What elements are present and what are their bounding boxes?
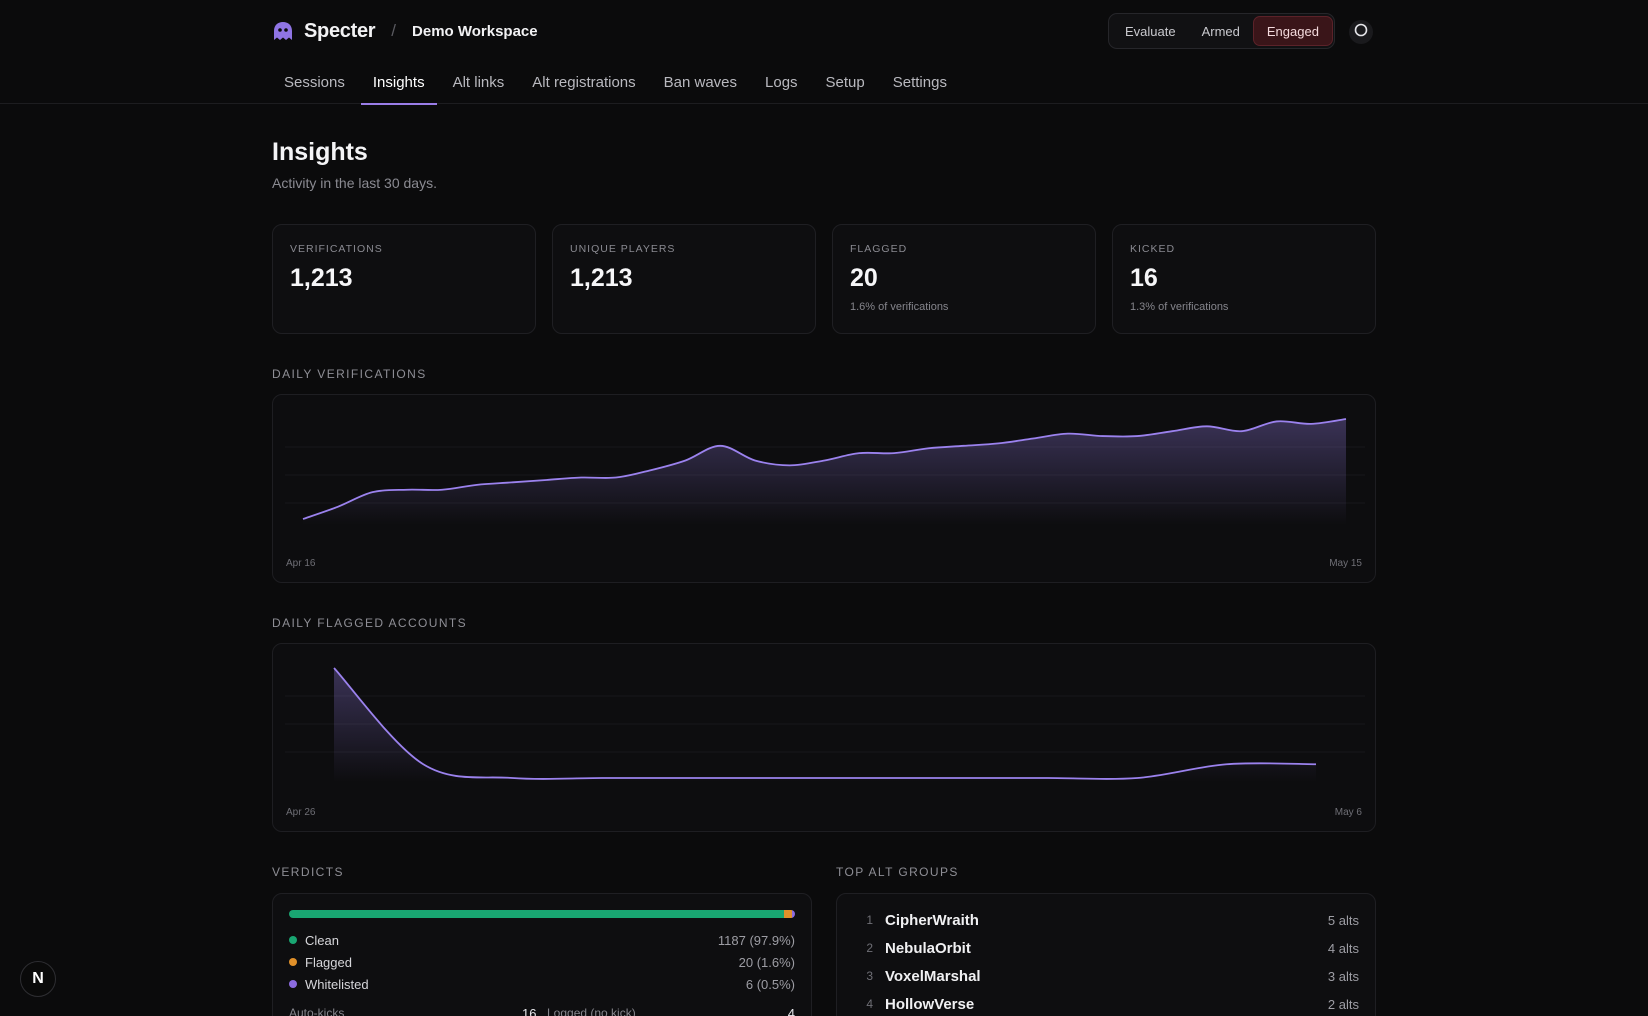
daily-verifications-label: DAILY VERIFICATIONS bbox=[272, 367, 427, 381]
stat-card-unique-players: UNIQUE PLAYERS 1,213 bbox=[552, 224, 816, 334]
stat-label: FLAGGED bbox=[850, 243, 908, 255]
alt-group-row[interactable]: 3 VoxelMarshal 3 alts bbox=[853, 965, 1359, 987]
area-fill bbox=[334, 668, 1316, 782]
alt-group-count: 2 alts bbox=[1327, 996, 1359, 1012]
daily-flagged-label: DAILY FLAGGED ACCOUNTS bbox=[272, 616, 468, 630]
series-line bbox=[333, 667, 1317, 780]
alt-group-row[interactable]: 4 HollowVerse 2 alts bbox=[853, 993, 1359, 1015]
alt-group-count: 5 alts bbox=[1327, 912, 1359, 928]
verdict-bar-segment-clean bbox=[289, 910, 785, 918]
ghost-logo-icon[interactable] bbox=[272, 20, 296, 42]
x-axis-end-label: May 15 bbox=[1329, 558, 1362, 569]
alt-group-name[interactable]: HollowVerse bbox=[885, 995, 975, 1013]
stat-label: VERIFICATIONS bbox=[290, 243, 383, 255]
x-axis-end-label: May 6 bbox=[1334, 807, 1362, 818]
logged-value: 4 bbox=[787, 1006, 795, 1016]
verdict-bar-segment-flagged bbox=[784, 910, 793, 918]
theme-toggle-button[interactable] bbox=[1349, 20, 1373, 44]
page-title: Insights bbox=[272, 138, 368, 166]
top-alt-groups-label: TOP ALT GROUPS bbox=[836, 865, 959, 879]
stat-subtext: 1.3% of verifications bbox=[1130, 301, 1229, 313]
alt-group-count: 3 alts bbox=[1327, 968, 1359, 984]
mode-switcher: Evaluate Armed Engaged bbox=[1108, 13, 1335, 49]
tab-settings[interactable]: Settings bbox=[892, 74, 947, 91]
verdict-distribution-bar bbox=[289, 910, 795, 918]
auto-kicks-label: Auto-kicks bbox=[289, 1006, 345, 1016]
daily-flagged-chart: Apr 26 May 6 bbox=[272, 643, 1376, 832]
alt-group-name[interactable]: NebulaOrbit bbox=[885, 939, 971, 957]
stat-value: 1,213 bbox=[570, 264, 633, 292]
alt-group-name[interactable]: CipherWraith bbox=[885, 911, 979, 929]
stat-card-flagged: FLAGGED 20 1.6% of verifications bbox=[832, 224, 1096, 334]
stat-value: 1,213 bbox=[290, 264, 353, 292]
app-name[interactable]: Specter bbox=[304, 19, 376, 42]
verdict-row-clean: Clean 1187 (97.9%) bbox=[289, 931, 795, 949]
main-nav: Sessions Insights Alt links Alt registra… bbox=[272, 64, 963, 105]
stat-value: 20 bbox=[850, 264, 878, 292]
tab-alt-registrations[interactable]: Alt registrations bbox=[532, 74, 636, 91]
verdict-row-flagged: Flagged 20 (1.6%) bbox=[289, 953, 795, 971]
alt-group-name[interactable]: VoxelMarshal bbox=[885, 967, 981, 985]
logged-label: Logged (no kick) bbox=[547, 1006, 636, 1016]
verdict-count: 1187 (97.9%) bbox=[717, 932, 795, 948]
stat-value: 16 bbox=[1130, 264, 1158, 292]
alt-group-rank: 1 bbox=[866, 913, 873, 927]
whitelisted-dot-icon bbox=[289, 980, 297, 988]
verdict-name: Clean bbox=[305, 932, 339, 948]
next-dev-tools-button[interactable]: N bbox=[20, 961, 56, 997]
mode-armed-button[interactable]: Armed bbox=[1201, 23, 1240, 39]
tab-setup[interactable]: Setup bbox=[825, 74, 865, 91]
alt-group-rank: 2 bbox=[866, 941, 873, 955]
tab-insights[interactable]: Insights bbox=[360, 64, 437, 105]
workspace-name[interactable]: Demo Workspace bbox=[412, 22, 538, 40]
verdicts-panel: Clean 1187 (97.9%) Flagged 20 (1.6%) Whi… bbox=[272, 893, 812, 1016]
verdict-bar-segment-whitelisted bbox=[792, 910, 795, 918]
top-alt-groups-panel: 1 CipherWraith 5 alts 2 NebulaOrbit 4 al… bbox=[836, 893, 1376, 1016]
page-subtitle: Activity in the last 30 days. bbox=[272, 175, 437, 191]
verdicts-label: VERDICTS bbox=[272, 865, 344, 879]
verdict-count: 6 (0.5%) bbox=[745, 976, 795, 992]
tab-logs[interactable]: Logs bbox=[765, 74, 798, 91]
tab-ban-waves[interactable]: Ban waves bbox=[663, 74, 738, 91]
auto-kicks-value: 16 bbox=[522, 1006, 537, 1016]
daily-verifications-chart: Apr 16 May 15 bbox=[272, 394, 1376, 583]
verdict-name: Whitelisted bbox=[305, 976, 369, 992]
clean-dot-icon bbox=[289, 936, 297, 944]
tab-alt-links[interactable]: Alt links bbox=[452, 74, 505, 91]
alt-group-count: 4 alts bbox=[1327, 940, 1359, 956]
mode-evaluate-button[interactable]: Evaluate bbox=[1125, 23, 1176, 39]
area-fill bbox=[303, 419, 1346, 525]
verdict-row-whitelisted: Whitelisted 6 (0.5%) bbox=[289, 975, 795, 993]
x-axis-start-label: Apr 26 bbox=[286, 807, 316, 818]
alt-group-rank: 4 bbox=[866, 997, 873, 1011]
alt-group-rank: 3 bbox=[866, 969, 873, 983]
series-line bbox=[302, 418, 1347, 520]
mode-engaged-button[interactable]: Engaged bbox=[1252, 16, 1333, 46]
breadcrumb-separator: / bbox=[391, 21, 397, 40]
brand: Specter / Demo Workspace bbox=[272, 16, 538, 46]
verdict-name: Flagged bbox=[305, 954, 352, 970]
x-axis-start-label: Apr 16 bbox=[286, 558, 316, 569]
daily-verifications-svg bbox=[285, 418, 1365, 525]
next-logo-icon: N bbox=[32, 970, 44, 987]
tab-sessions[interactable]: Sessions bbox=[284, 74, 345, 91]
daily-flagged-svg bbox=[285, 667, 1365, 782]
verdict-count: 20 (1.6%) bbox=[738, 954, 795, 970]
flagged-dot-icon bbox=[289, 958, 297, 966]
stat-label: KICKED bbox=[1130, 243, 1176, 255]
stat-card-kicked: KICKED 16 1.3% of verifications bbox=[1112, 224, 1376, 334]
top-bar: Specter / Demo Workspace Evaluate Armed … bbox=[0, 0, 1648, 105]
stat-subtext: 1.6% of verifications bbox=[850, 301, 949, 313]
alt-group-row[interactable]: 2 NebulaOrbit 4 alts bbox=[853, 937, 1359, 959]
stat-label: UNIQUE PLAYERS bbox=[570, 243, 676, 255]
alt-group-row[interactable]: 1 CipherWraith 5 alts bbox=[853, 909, 1359, 931]
circle-icon bbox=[1354, 23, 1368, 42]
stat-card-verifications: VERIFICATIONS 1,213 bbox=[272, 224, 536, 334]
